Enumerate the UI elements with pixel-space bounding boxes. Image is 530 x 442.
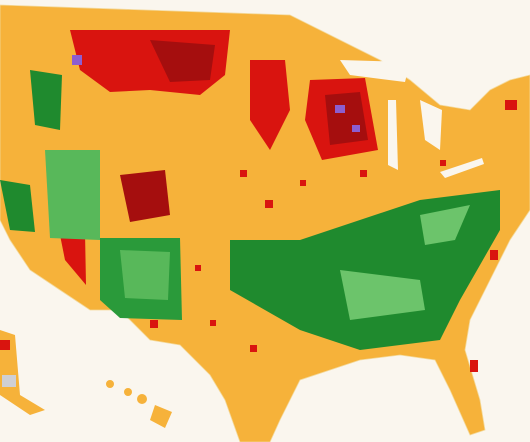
region-lightgreen: [120, 250, 170, 300]
region-darkred: [150, 40, 215, 82]
region-green: [0, 180, 35, 232]
alaska-gray: [2, 375, 16, 387]
region-purple: [352, 125, 360, 132]
region-darkred: [120, 170, 170, 222]
region-red: [60, 232, 86, 285]
region-purple: [72, 55, 82, 65]
hawaii: [106, 380, 172, 428]
region-lightgreen: [45, 150, 100, 240]
region-red: [250, 60, 290, 150]
alaska-red: [0, 340, 10, 350]
region-lightgreen: [420, 205, 470, 245]
region-green: [30, 70, 62, 130]
alaska: [0, 330, 45, 415]
region-purple: [335, 105, 345, 113]
region-lightgreen: [340, 270, 425, 320]
red-counties: [150, 100, 517, 372]
lakes: [340, 60, 484, 178]
